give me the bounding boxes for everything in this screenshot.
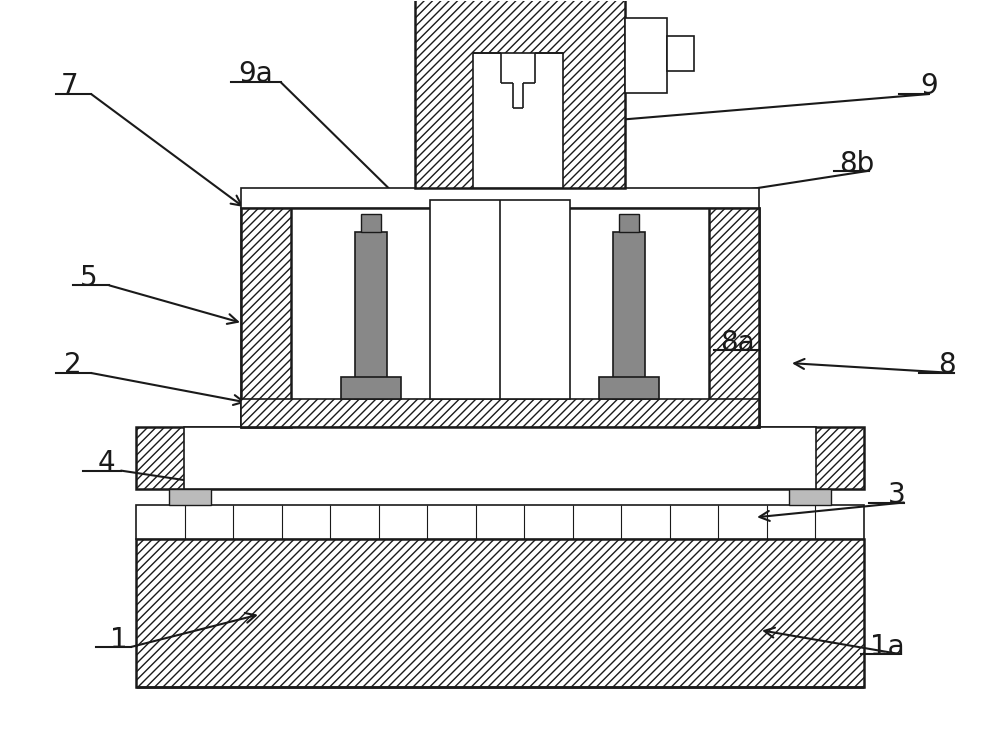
Text: 8: 8 xyxy=(938,351,956,379)
Bar xyxy=(241,207,759,426)
Bar xyxy=(789,489,831,504)
Text: 4: 4 xyxy=(97,449,115,477)
Text: 9a: 9a xyxy=(238,60,273,88)
Text: 8a: 8a xyxy=(720,329,755,357)
Bar xyxy=(184,426,816,489)
Text: 9: 9 xyxy=(920,72,938,100)
Bar xyxy=(361,213,381,232)
Bar xyxy=(415,0,625,188)
Bar xyxy=(430,200,570,399)
Bar xyxy=(625,19,667,93)
Bar xyxy=(169,489,211,504)
Text: 8b: 8b xyxy=(839,150,875,178)
Bar xyxy=(619,213,639,232)
Bar xyxy=(136,504,864,539)
Text: 2: 2 xyxy=(64,351,82,379)
Text: 3: 3 xyxy=(888,481,906,508)
Text: 7: 7 xyxy=(60,72,78,100)
Bar xyxy=(241,399,759,426)
Bar xyxy=(667,36,694,71)
Text: 1: 1 xyxy=(110,626,128,654)
Bar xyxy=(241,207,291,426)
Bar xyxy=(473,53,563,188)
Text: 5: 5 xyxy=(80,265,98,292)
Bar xyxy=(241,188,759,207)
Text: 1a: 1a xyxy=(870,633,904,661)
Bar xyxy=(341,377,401,399)
Bar xyxy=(599,377,659,399)
Bar xyxy=(613,232,645,399)
Bar xyxy=(136,539,864,687)
Bar xyxy=(709,207,759,426)
Bar xyxy=(136,426,864,489)
Bar xyxy=(355,232,387,399)
